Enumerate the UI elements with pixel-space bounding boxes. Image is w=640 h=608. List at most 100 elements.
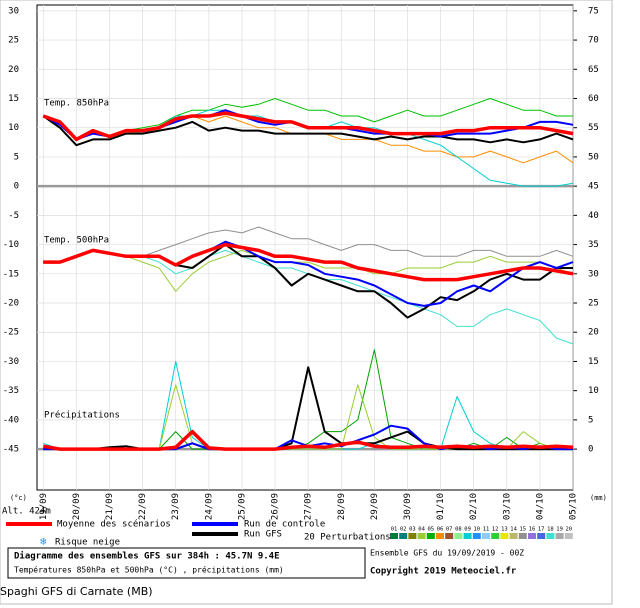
perturbation-label: 03 xyxy=(409,527,416,533)
perturbation-swatch xyxy=(518,533,527,539)
y-tick-label: -10 xyxy=(3,240,19,250)
y-tick-label: 30 xyxy=(8,6,19,16)
y2-tick-label: 15 xyxy=(588,357,599,367)
perturbation-label: 08 xyxy=(455,527,462,533)
series-line xyxy=(43,242,574,282)
perturbation-swatch xyxy=(564,533,573,539)
x-tick-label: 03/10 xyxy=(502,493,512,520)
legend-perturbations: 20 Perturbations xyxy=(304,533,391,543)
snowflake-icon: ❄ xyxy=(40,535,47,548)
x-tick-label: 26/09 xyxy=(271,493,281,520)
y-tick-label: -30 xyxy=(3,357,19,367)
y2-tick-label: 70 xyxy=(588,36,599,46)
perturbation-swatch xyxy=(491,533,500,539)
y-tick-label: -35 xyxy=(3,386,19,396)
caption: Spaghi GFS di Carnate (MB) xyxy=(0,585,153,598)
y2-tick-label: 75 xyxy=(588,6,599,16)
lines xyxy=(42,98,574,451)
perturbation-label: 14 xyxy=(510,527,517,533)
perturbation-swatch xyxy=(555,533,564,539)
perturbation-swatch xyxy=(408,533,417,539)
y2-tick-label: 30 xyxy=(588,269,599,279)
label-precip: Précipitations xyxy=(44,410,120,421)
y-tick-label: 15 xyxy=(8,94,19,104)
perturbation-swatch xyxy=(482,533,490,539)
series-line xyxy=(42,115,574,147)
y2-tick-label: 10 xyxy=(588,386,599,396)
perturbation-swatch xyxy=(472,533,481,539)
perturbation-label: 05 xyxy=(427,527,434,533)
y2-tick-label: 20 xyxy=(588,328,599,338)
perturbation-swatch xyxy=(463,533,472,539)
x-tick-label: 29/09 xyxy=(370,493,380,520)
y2-tick-label: 45 xyxy=(588,182,599,192)
run-info: Ensemble GFS du 19/09/2019 - 00Z xyxy=(370,549,524,558)
legend-gfs: Run GFS xyxy=(244,530,282,540)
y2-tick-label: 25 xyxy=(588,299,599,309)
perturbation-swatch xyxy=(436,533,444,539)
x-tick-label: 27/09 xyxy=(304,493,314,520)
plot-area xyxy=(36,4,574,491)
y-tick-label: -5 xyxy=(8,211,19,221)
y2-tick-label: 65 xyxy=(588,65,599,75)
x-tick-label: 28/09 xyxy=(337,493,347,520)
y-tick-label: -15 xyxy=(3,269,19,279)
y-tick-label: 25 xyxy=(8,36,19,46)
perturbation-label: 19 xyxy=(556,527,563,533)
series-line xyxy=(42,111,574,142)
y2-tick-label: 5 xyxy=(588,415,593,425)
label-850: Temp. 850hPa xyxy=(44,99,109,109)
y-tick-label: 0 xyxy=(14,182,19,192)
y-tick-label: -20 xyxy=(3,299,19,309)
perturbation-label: 01 xyxy=(391,527,398,533)
x-tick-label: 05/10 xyxy=(569,493,579,520)
snow-risk: Risque neige xyxy=(55,538,120,548)
info-title: Diagramme des ensembles GFS sur 384h : 4… xyxy=(14,551,280,562)
legend-mean: Moyenne des scénarios xyxy=(57,519,171,530)
perturbation-swatch xyxy=(546,533,555,539)
y2-tick-label: 50 xyxy=(588,152,599,162)
perturbation-label: 12 xyxy=(492,527,499,533)
legend-control: Run de controle xyxy=(244,520,325,530)
perturbation-label: 16 xyxy=(529,527,536,533)
x-tick-label: 24/09 xyxy=(204,493,214,520)
y-tick-label: 5 xyxy=(14,152,19,162)
y-tick-label: -40 xyxy=(3,415,19,425)
perturbation-legend: 01 02 03 04 05 06 07 08 09 10 11 12 13 14 15 16 17 18 19 20 xyxy=(390,527,573,539)
perturbation-label: 17 xyxy=(538,527,545,533)
info-box xyxy=(7,547,366,579)
perturbation-swatch xyxy=(390,533,398,539)
perturbation-label: 13 xyxy=(501,527,508,533)
perturbation-swatch xyxy=(445,533,454,539)
perturbation-label: 18 xyxy=(547,527,554,533)
perturbation-swatch xyxy=(426,533,435,539)
x-tick-label: 02/10 xyxy=(469,493,479,520)
perturbation-swatch xyxy=(500,533,509,539)
perturbation-swatch xyxy=(417,533,426,539)
y2-tick-label: 55 xyxy=(588,123,599,133)
perturbation-swatch xyxy=(537,533,546,539)
perturbation-swatch xyxy=(399,533,408,539)
x-tick-label: 25/09 xyxy=(237,493,247,520)
series-line xyxy=(42,429,574,451)
y2-tick-label: 35 xyxy=(588,240,599,250)
perturbation-swatch xyxy=(454,533,463,539)
perturbation-label: 11 xyxy=(483,527,490,533)
y-tick-label: -45 xyxy=(3,445,19,455)
label-500: Temp. 500hPa xyxy=(44,236,109,246)
perturbation-swatch xyxy=(528,533,536,539)
copyright: Copyright 2019 Meteociel.fr xyxy=(370,566,517,577)
unit-right: (mm) xyxy=(590,494,607,502)
x-tick-label: 21/09 xyxy=(105,493,115,520)
y-tick-label: -25 xyxy=(3,328,19,338)
perturbation-swatch xyxy=(509,533,518,539)
info-subtitle: Températures 850hPa et 500hPa (°C) , pré… xyxy=(14,565,284,575)
y2-tick-label: 60 xyxy=(588,94,599,104)
series-line xyxy=(43,249,574,292)
x-tick-label: 19/09 xyxy=(39,493,49,520)
x-tick-label: 01/10 xyxy=(436,493,446,520)
unit-left: (°c) xyxy=(10,494,27,502)
y-tick-label: 20 xyxy=(8,65,19,75)
perturbation-label: 09 xyxy=(464,527,471,533)
